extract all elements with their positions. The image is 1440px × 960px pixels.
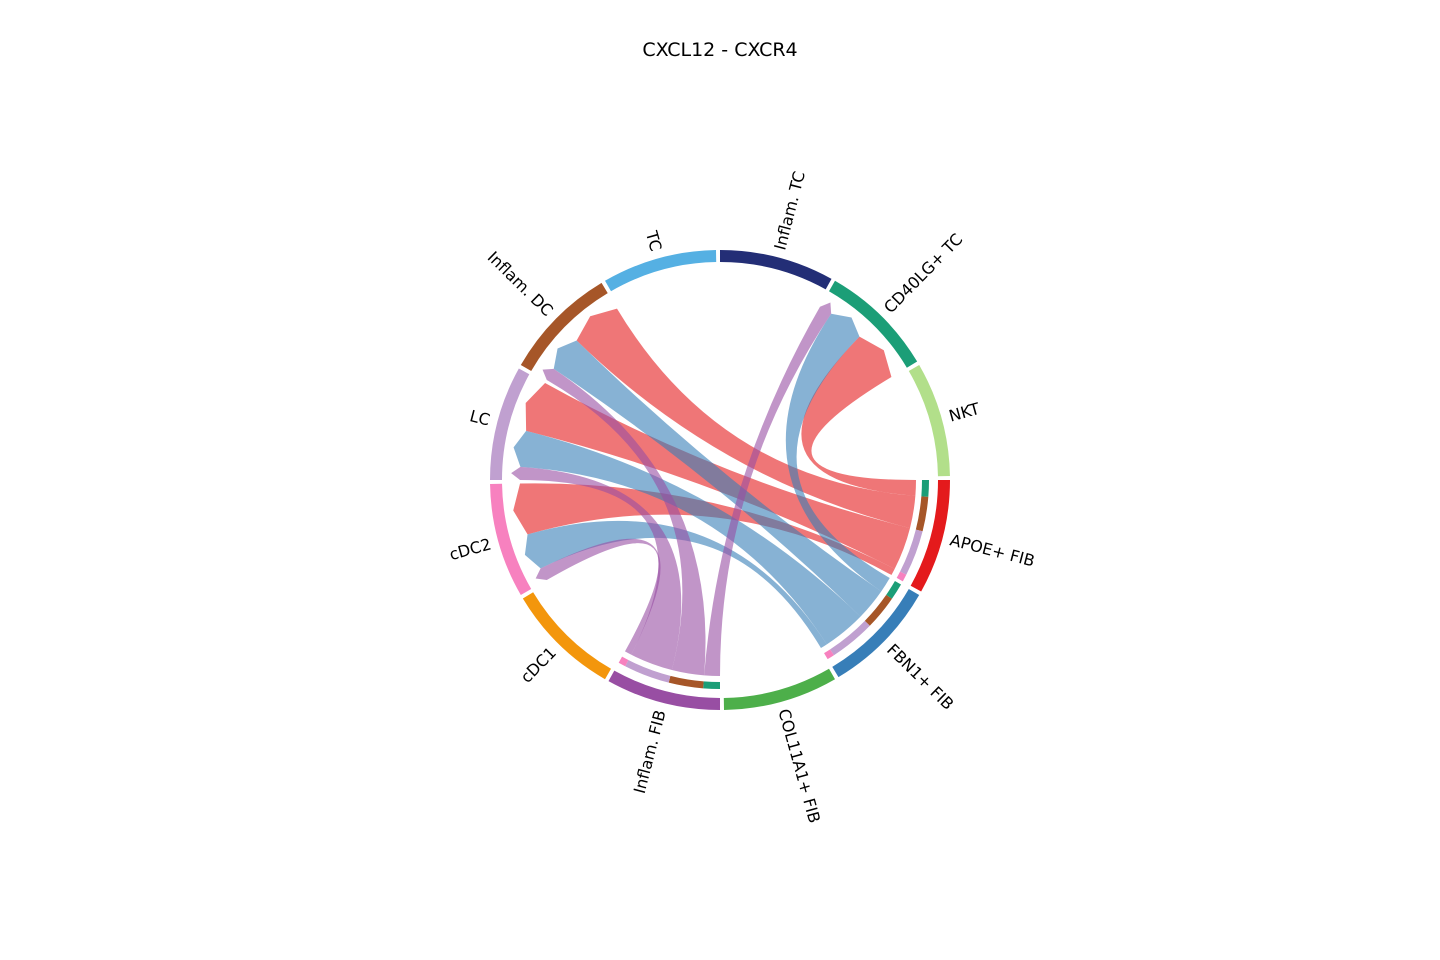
sector-fbn1-fib bbox=[832, 589, 920, 678]
link-fbn1-fib-to-cdc2 bbox=[524, 520, 827, 648]
track-bar-fbn1-fib-inflam-dc bbox=[864, 594, 892, 626]
sector-col11a1-fib bbox=[723, 668, 835, 710]
link-fbn1-fib-to-lc bbox=[513, 430, 861, 645]
sector-label-tc: TC bbox=[642, 228, 666, 253]
sector-tc bbox=[605, 250, 717, 292]
track-bar-inflam-fib-lc bbox=[625, 660, 671, 683]
track-bar-inflam-fib-cd40lg-tc bbox=[703, 681, 720, 690]
link-apoe-fib-to-inflam-dc bbox=[576, 308, 916, 529]
links-layer bbox=[511, 302, 916, 676]
sector-cdc1 bbox=[522, 592, 611, 680]
track-bar-inflam-fib-inflam-dc bbox=[668, 675, 704, 689]
sector-ring bbox=[490, 250, 950, 710]
sector-nkt bbox=[908, 365, 950, 477]
sector-label-lc: LC bbox=[468, 406, 492, 429]
link-inflam-fib-to-cd40lg-tc bbox=[704, 302, 832, 676]
link-inflam-fib-to-cdc2 bbox=[535, 538, 661, 655]
sector-cd40lg-tc bbox=[829, 280, 918, 368]
sector-cdc2 bbox=[490, 483, 532, 595]
sector-lc bbox=[490, 368, 530, 480]
chart-title: CXCL12 - CXCR4 bbox=[642, 39, 797, 61]
target-proportion-track bbox=[618, 480, 930, 690]
link-apoe-fib-to-cdc2 bbox=[513, 483, 895, 576]
track-bar-inflam-fib-cdc2 bbox=[618, 656, 629, 667]
sector-inflam-fib bbox=[608, 670, 720, 710]
track-bar-apoe-fib-cdc2 bbox=[896, 571, 907, 582]
sector-inflam-tc bbox=[720, 250, 832, 290]
track-bar-fbn1-fib-cd40lg-tc bbox=[886, 581, 901, 599]
link-inflam-fib-to-inflam-dc bbox=[542, 368, 706, 676]
sector-inflam-dc bbox=[520, 282, 608, 371]
track-bar-fbn1-fib-lc bbox=[830, 620, 870, 656]
sector-apoe-fib bbox=[910, 480, 950, 592]
track-bar-apoe-fib-cd40lg-tc bbox=[921, 480, 930, 497]
link-inflam-fib-to-lc bbox=[511, 466, 682, 670]
link-fbn1-fib-to-cd40lg-tc bbox=[785, 313, 890, 592]
track-bar-apoe-fib-inflam-dc bbox=[915, 496, 929, 532]
track-bar-apoe-fib-lc bbox=[900, 529, 923, 575]
link-apoe-fib-to-cd40lg-tc bbox=[801, 336, 916, 496]
track-bar-fbn1-fib-cdc2 bbox=[824, 649, 834, 660]
link-fbn1-fib-to-inflam-dc bbox=[553, 340, 882, 617]
